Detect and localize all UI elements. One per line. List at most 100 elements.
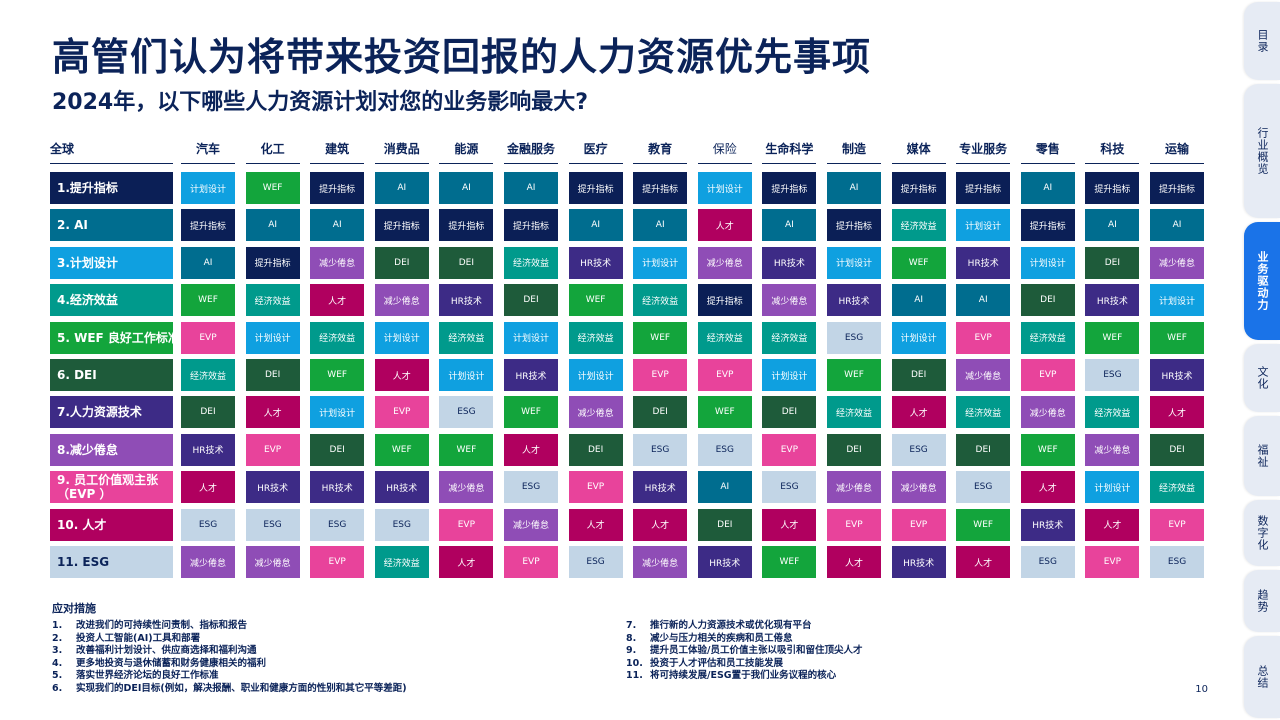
matrix-cell: 提升指标	[439, 209, 494, 242]
row-label-line: 9. 员工价值观主张	[57, 473, 159, 488]
matrix-cell: HR技术	[762, 246, 817, 279]
matrix-cell: ESG	[310, 508, 365, 541]
side-tab-label: 趋势	[1256, 589, 1269, 613]
matrix-cell: ESG	[827, 321, 881, 354]
matrix-cell: HR技术	[310, 471, 365, 504]
side-tab[interactable]: 趋势	[1244, 570, 1280, 632]
matrix-cell: HR技术	[504, 359, 558, 391]
row-label: 2. AI	[50, 209, 173, 242]
matrix-cell: EVP	[439, 508, 494, 541]
side-navigation: 目录行业概览业务驱动力文化福祉数字化趋势总结	[1244, 0, 1280, 720]
matrix-cell: WEF	[1085, 321, 1140, 354]
matrix-cell: 经济效益	[762, 321, 817, 354]
matrix-cell: ESG	[439, 396, 494, 429]
note-text: 投资于人才评估和员工技能发展	[650, 657, 784, 669]
note-text: 实现我们的DEI目标(例如，解决报酬、职业和健康方面的性别和其它平等差距)	[76, 682, 407, 694]
matrix-cell: 计划设计	[1020, 246, 1075, 279]
matrix-cell: HR技术	[1085, 284, 1140, 317]
note-text: 提升员工体验/员工价值主张以吸引和留住顶尖人才	[650, 645, 863, 657]
note-number: 5.	[52, 670, 63, 682]
side-tab[interactable]: 总结	[1244, 636, 1280, 718]
side-tab[interactable]: 目录	[1244, 2, 1280, 80]
row-label: 4.经济效益	[50, 284, 173, 317]
notes-list-right: 7. 推行新的人力资源技术或优化现有平台 8. 减少与压力相关的疾病和员工倦怠 9. 提升…	[626, 620, 862, 683]
column-header: 零售	[1020, 136, 1075, 164]
matrix-cell: 提升指标	[310, 172, 365, 204]
matrix-cell: WEF	[439, 433, 494, 466]
matrix-cell: WEF	[697, 396, 752, 429]
matrix-cell: 经济效益	[310, 321, 365, 354]
side-tab-label: 文化	[1256, 366, 1269, 390]
matrix-cell: EVP	[697, 359, 752, 391]
matrix-cell: 计划设计	[245, 321, 300, 354]
matrix-cell: 人才	[1085, 508, 1140, 541]
matrix-cell: ESG	[374, 508, 429, 541]
column-header: 专业服务	[956, 136, 1011, 164]
matrix-cell: 减少倦怠	[568, 396, 623, 429]
matrix-cell: HR技术	[568, 246, 623, 279]
matrix-cell: HR技术	[1150, 359, 1204, 391]
matrix-cell: 减少倦怠	[374, 284, 429, 317]
matrix-cell: 计划设计	[827, 246, 881, 279]
matrix-cell: 计划设计	[439, 359, 494, 391]
matrix-cell: AI	[697, 471, 752, 504]
row-label: 5. WEF 良好工作标准	[50, 321, 173, 354]
matrix-cell: 提升指标	[891, 172, 946, 204]
matrix-cell: 提升指标	[568, 172, 623, 204]
matrix-cell: DEI	[504, 284, 558, 317]
matrix-cell: 人才	[439, 546, 494, 578]
matrix-cell: EVP	[181, 321, 235, 354]
row-label: 1.提升指标	[50, 172, 173, 204]
matrix-cell: AI	[762, 209, 817, 242]
matrix-cell: DEI	[762, 396, 817, 429]
note-number: 4.	[52, 657, 63, 669]
matrix-cell: EVP	[633, 359, 688, 391]
note-text: 投资人工智能(AI)工具和部署	[76, 632, 201, 644]
matrix-cell: 经济效益	[1150, 471, 1204, 504]
side-tab[interactable]: 行业概览	[1244, 84, 1280, 218]
matrix-cell: 经济效益	[956, 396, 1011, 429]
matrix-cell: WEF	[827, 359, 881, 391]
matrix-cell: WEF	[891, 246, 946, 279]
note-item: 6. 实现我们的DEI目标(例如，解决报酬、职业和健康方面的性别和其它平等差距)	[52, 683, 407, 696]
matrix-cell: EVP	[374, 396, 429, 429]
matrix-cell: DEI	[245, 359, 300, 391]
matrix-cell: 人才	[504, 433, 558, 466]
matrix-cell: ESG	[891, 433, 946, 466]
matrix-cell: 经济效益	[633, 284, 688, 317]
matrix-cell: DEI	[374, 246, 429, 279]
matrix-cell: 计划设计	[310, 396, 365, 429]
matrix-cell: AI	[245, 209, 300, 242]
matrix-cell: EVP	[891, 508, 946, 541]
matrix-cell: AI	[439, 172, 494, 204]
matrix-cell: DEI	[1020, 284, 1075, 317]
side-tab[interactable]: 业务驱动力	[1244, 222, 1280, 340]
matrix-cell: 减少倦怠	[310, 246, 365, 279]
matrix-cell: 人才	[310, 284, 365, 317]
row-label: 3.计划设计	[50, 246, 173, 279]
matrix-cell: 减少倦怠	[1150, 246, 1204, 279]
notes-title: 应对措施	[52, 602, 96, 615]
side-tab[interactable]: 福祉	[1244, 416, 1280, 496]
matrix-cell: 计划设计	[1085, 471, 1140, 504]
row-label: 9. 员工价值观主张 （EVP ）	[50, 471, 173, 504]
matrix-cell: 人才	[568, 508, 623, 541]
matrix-cell: EVP	[310, 546, 365, 578]
side-tab-label: 业务驱动力	[1256, 251, 1269, 311]
row-label: 8.减少倦怠	[50, 433, 173, 466]
row-label-line: （EVP ）	[57, 487, 112, 502]
matrix-cell: WEF	[956, 508, 1011, 541]
side-tab[interactable]: 数字化	[1244, 500, 1280, 566]
note-text: 改善福利计划设计、供应商选择和福利沟通	[76, 645, 257, 657]
row-label: 6. DEI	[50, 359, 173, 391]
matrix-cell: HR技术	[1020, 508, 1075, 541]
matrix-cell: WEF	[1020, 433, 1075, 466]
column-header: 汽车	[181, 136, 235, 164]
matrix-cell: AI	[633, 209, 688, 242]
matrix-cell: 减少倦怠	[181, 546, 235, 578]
matrix-cell: 计划设计	[633, 246, 688, 279]
matrix-cell: AI	[310, 209, 365, 242]
matrix-cell: DEI	[956, 433, 1011, 466]
side-tab[interactable]: 文化	[1244, 344, 1280, 412]
matrix-cell: ESG	[697, 433, 752, 466]
